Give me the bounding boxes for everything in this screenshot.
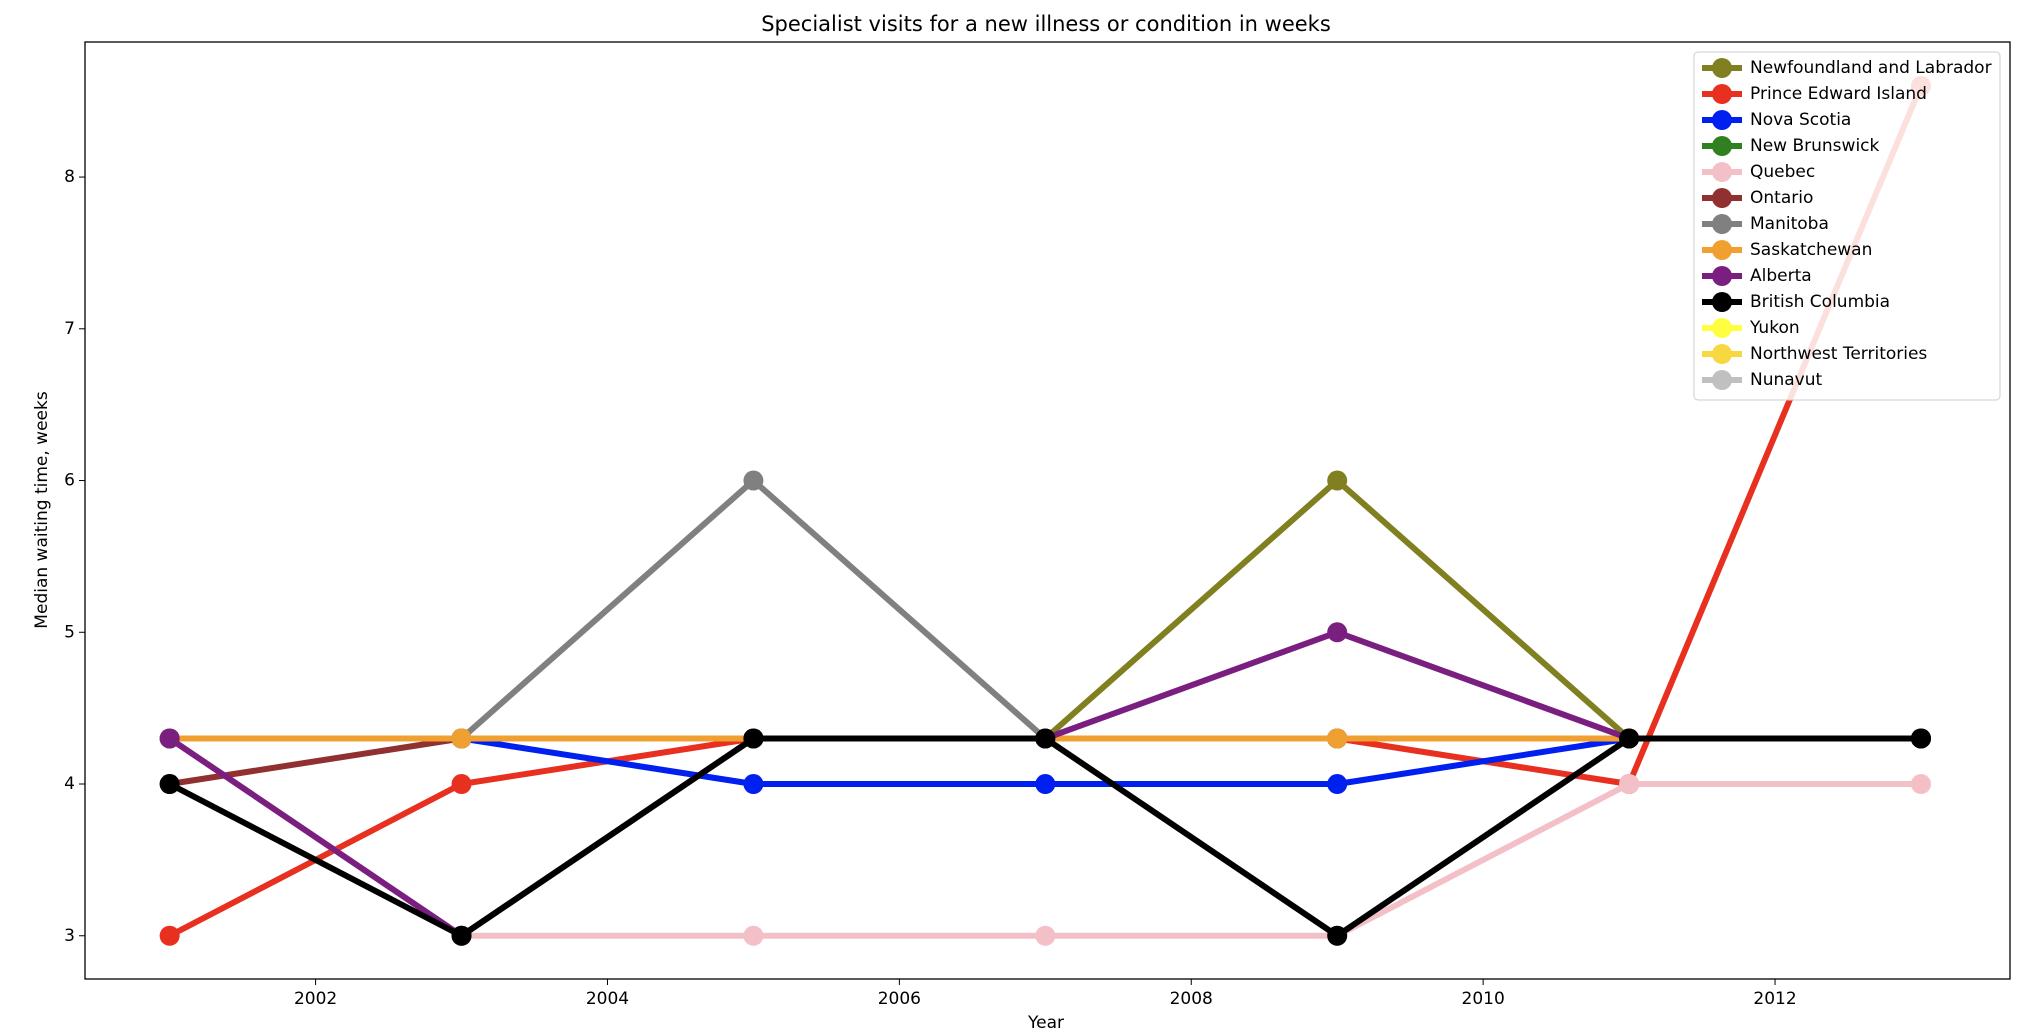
- legend-marker: [1712, 240, 1732, 260]
- legend-label: Manitoba: [1750, 214, 1829, 234]
- legend-marker: [1712, 136, 1732, 156]
- y-tick-label: 4: [64, 774, 75, 794]
- legend-label: New Brunswick: [1750, 136, 1880, 156]
- x-tick-label: 2002: [294, 989, 337, 1009]
- legend-marker: [1712, 110, 1732, 130]
- point: [1910, 728, 1931, 749]
- y-tick-label: 5: [64, 622, 75, 642]
- x-tick-label: 2008: [1170, 989, 1213, 1009]
- legend-label: Nova Scotia: [1750, 110, 1851, 130]
- legend-label: British Columbia: [1750, 292, 1890, 312]
- series-line: [169, 477, 1921, 742]
- x-axis-label: Year: [1027, 1013, 1064, 1030]
- point: [451, 774, 472, 795]
- point: [1327, 925, 1348, 946]
- legend-label: Newfoundland and Labrador: [1750, 58, 1992, 78]
- legend-box: [1693, 51, 2001, 401]
- legend-label: Nunavut: [1750, 370, 1823, 390]
- legend-marker: [1712, 318, 1732, 338]
- legend-marker: [1712, 58, 1732, 78]
- point: [1327, 728, 1348, 749]
- legend-marker: [1712, 266, 1732, 286]
- point: [743, 728, 764, 749]
- y-tick-label: 6: [64, 471, 75, 491]
- point: [743, 925, 764, 946]
- legend-label: Quebec: [1750, 162, 1815, 182]
- legend-marker: [1712, 214, 1732, 234]
- point: [1035, 925, 1056, 946]
- y-axis-label: Median waiting time, weeks: [32, 391, 52, 629]
- legend-label: Ontario: [1750, 188, 1813, 208]
- series-line: [168, 735, 1921, 939]
- point: [1910, 774, 1931, 795]
- y-tick-label: 3: [64, 926, 75, 946]
- x-tick-label: 2010: [1462, 989, 1505, 1009]
- legend-marker: [1712, 84, 1732, 104]
- y-tick-label: 8: [64, 167, 75, 187]
- point: [159, 925, 180, 946]
- point: [1035, 728, 1056, 749]
- point: [743, 774, 764, 795]
- legend-label: Prince Edward Island: [1750, 84, 1927, 104]
- legend-marker: [1712, 370, 1732, 390]
- x-tick-label: 2004: [586, 989, 629, 1009]
- legend-label: Northwest Territories: [1750, 344, 1927, 364]
- legend-label: Yukon: [1749, 318, 1800, 338]
- point: [1619, 728, 1640, 749]
- series-line: [167, 736, 1921, 939]
- y-tick-label: 7: [64, 319, 75, 339]
- point: [1327, 774, 1348, 795]
- point: [1035, 774, 1056, 795]
- legend-marker: [1712, 162, 1732, 182]
- plot-frame: [84, 41, 2011, 980]
- point: [451, 728, 472, 749]
- point: [451, 925, 472, 946]
- point: [1327, 622, 1348, 643]
- point: [159, 774, 180, 795]
- legend-label: Saskatchewan: [1750, 240, 1872, 260]
- series-line: [169, 477, 1921, 742]
- legend-marker: [1712, 188, 1732, 208]
- x-tick-label: 2012: [1753, 989, 1796, 1009]
- point: [743, 470, 764, 491]
- legend-marker: [1712, 292, 1732, 312]
- chart-title: Specialist visits for a new illness or c…: [761, 12, 1331, 36]
- legend-marker: [1712, 344, 1732, 364]
- legend-label: Alberta: [1750, 266, 1812, 286]
- legend: Newfoundland and Labrador Prince Edward I…: [1693, 51, 2001, 401]
- series-line: [168, 84, 1924, 939]
- point: [1327, 470, 1348, 491]
- point: [1619, 774, 1640, 795]
- x-tick-label: 2006: [878, 989, 921, 1009]
- point: [159, 728, 180, 749]
